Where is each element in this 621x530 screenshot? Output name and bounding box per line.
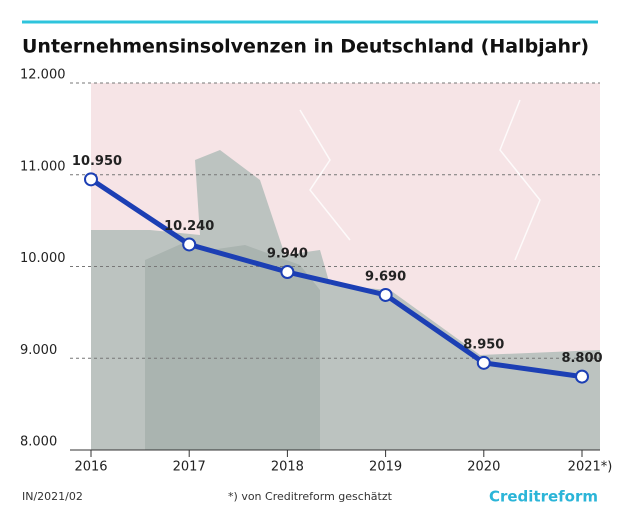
y-tick-label: 10.000 <box>20 251 66 266</box>
marker <box>84 172 98 187</box>
x-tick-label: 2020 <box>467 460 500 475</box>
y-tick-label: 12.000 <box>20 68 66 83</box>
value-label: 9.940 <box>267 247 308 262</box>
source: IN/2021/02 <box>22 490 83 503</box>
y-tick-label: 11.000 <box>20 159 66 174</box>
chart-title: Unternehmensinsolvenzen in Deutschland (… <box>22 36 589 58</box>
marker <box>280 265 295 280</box>
logo: Creditreform <box>489 488 598 506</box>
y-tick-label: 9.000 <box>20 343 57 358</box>
x-tick-label: 2017 <box>173 460 206 475</box>
line <box>89 177 583 380</box>
background-art <box>91 83 600 450</box>
value-label: 10.950 <box>72 154 122 169</box>
value-label: 9.690 <box>365 269 406 284</box>
x-tick-label: 2019 <box>369 460 402 475</box>
value-label: 8.800 <box>561 351 602 366</box>
marker <box>182 237 197 252</box>
x-tick-label: 2016 <box>74 460 107 475</box>
value-label: 8.950 <box>463 337 504 352</box>
y-tick-label: 8.000 <box>20 435 57 450</box>
footnote: *) von Creditreform geschätzt <box>228 490 393 503</box>
marker <box>476 355 491 370</box>
marker <box>575 369 589 384</box>
marker <box>378 287 393 302</box>
x-tick-label: 2021*) <box>568 460 613 475</box>
value-label: 10.240 <box>164 219 214 234</box>
x-tick-label: 2018 <box>271 460 304 475</box>
